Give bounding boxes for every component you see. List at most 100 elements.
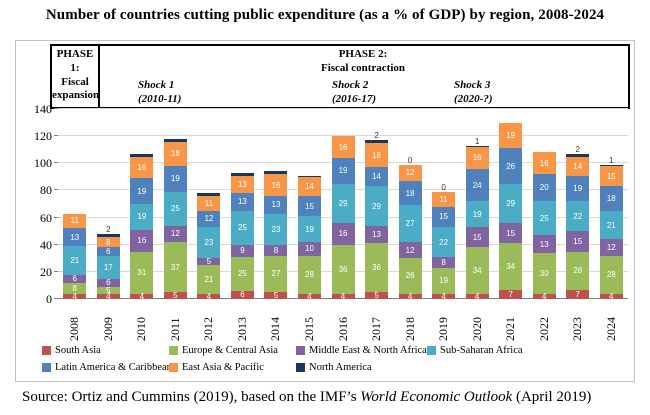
bar-2021: 7 34 15 29 26 19 — [499, 122, 523, 299]
y-axis-label: 100 — [34, 156, 52, 171]
y-axis-tick — [54, 216, 58, 218]
bar-segment: 6 — [96, 278, 120, 287]
bar-segment: 5 — [163, 291, 187, 300]
bar-segment: 19 — [163, 166, 187, 192]
bar-segment: 36 — [365, 243, 389, 293]
bar-segment — [230, 172, 254, 176]
y-axis-tick — [54, 162, 58, 164]
bar-segment: 13 — [264, 195, 288, 214]
bar-segment: 12 — [599, 239, 623, 256]
shock2-label: Shock 2 (2016-17) — [332, 79, 376, 106]
bar-segment — [566, 153, 590, 157]
bar-top-label: 2 — [575, 144, 580, 154]
bar-segment: 8 — [96, 236, 120, 248]
legend-label: South Asia — [55, 345, 101, 356]
bar-column-2015: 4 28 10 19 15 14 — [293, 109, 327, 301]
bar-column-2012: 4 21 5 23 12 11 — [192, 109, 226, 301]
bar-segment: 14 — [365, 167, 389, 187]
bar-top-label: 1 — [609, 155, 614, 165]
bar-segment: 29 — [365, 186, 389, 226]
phase1-box: PHASE 1: Fiscal expansion — [50, 44, 100, 109]
bar-segment — [599, 164, 623, 167]
bar-segment: 27 — [264, 255, 288, 293]
bar-segment: 18 — [398, 180, 422, 206]
bar-2018: 4 26 12 27 18 12 0 — [398, 156, 422, 301]
y-axis-tick — [54, 298, 58, 299]
bar-segment: 18 — [365, 142, 389, 168]
bar-segment: 25 — [230, 256, 254, 291]
bar-segment: 27 — [398, 205, 422, 243]
bar-2019: 4 19 8 22 15 11 0 — [432, 183, 456, 301]
bar-column-2020: 4 34 15 19 24 16 1 — [460, 109, 494, 301]
bar-segment: 8 — [264, 244, 288, 256]
bar-segment: 21 — [197, 265, 221, 294]
y-axis-label: 80 — [40, 183, 52, 198]
source-note: Source: Ortiz and Cummins (2019), based … — [22, 389, 592, 405]
bar-segment: 5 — [365, 291, 389, 300]
bar-segment: 8 — [63, 282, 87, 294]
bar-segment: 25 — [532, 201, 556, 236]
bar-segment: 16 — [130, 229, 154, 252]
bars: 4 8 6 21 13 11 4 5 6 17 6 8 2 4 31 16 19 19 16 5 37 12 25 19 18 4… — [58, 109, 629, 301]
gridline-140 — [58, 108, 628, 109]
bar-segment: 9 — [230, 244, 254, 257]
x-axis-label-2012: 2012 — [201, 317, 216, 341]
bar-column-2016: 4 36 16 29 19 16 — [326, 109, 360, 301]
bar-2017: 5 36 13 29 14 18 2 — [365, 131, 389, 300]
x-axis-label-2020: 2020 — [469, 317, 484, 341]
bar-segment: 26 — [398, 258, 422, 294]
x-axis-label-2009: 2009 — [100, 317, 115, 341]
bar-segment — [264, 171, 288, 175]
legend-swatch — [42, 346, 51, 355]
shock1-label: Shock 1 (2010-11) — [138, 79, 182, 106]
bar-column-2024: 4 28 12 21 18 15 1 — [595, 109, 629, 301]
gridline-120 — [58, 135, 628, 137]
bar-2022: 4 30 13 25 20 16 — [532, 152, 556, 301]
bar-segment: 19 — [499, 122, 523, 149]
bar-segment: 18 — [599, 186, 623, 211]
x-axis-label-2014: 2014 — [268, 317, 283, 341]
bar-segment: 16 — [465, 147, 489, 169]
bar-segment: 19 — [297, 216, 321, 243]
legend-item-latin-america-caribbean: Latin America & Caribbean — [42, 362, 172, 373]
plot-area: 4 8 6 21 13 11 4 5 6 17 6 8 2 4 31 16 19 19 16 5 37 12 25 19 18 4… — [58, 108, 629, 301]
bar-segment: 19 — [432, 267, 456, 294]
bar-column-2022: 4 30 13 25 20 16 — [527, 109, 561, 301]
bar-segment: 4 — [599, 292, 623, 301]
legend-label: Middle East & North Africa — [309, 345, 427, 356]
bar-segment: 25 — [230, 210, 254, 245]
plot-row: 4 8 6 21 13 11 4 5 6 17 6 8 2 4 31 16 19 19 16 5 37 12 25 19 18 4… — [16, 103, 634, 305]
bar-segment: 30 — [532, 252, 556, 294]
bar-segment: 5 — [264, 291, 288, 300]
chart-title: Number of countries cutting public expen… — [45, 7, 605, 23]
bar-segment: 16 — [331, 136, 355, 158]
x-axis-label-2016: 2016 — [335, 317, 350, 341]
y-axis-label: 0 — [46, 292, 52, 306]
bar-segment: 24 — [465, 168, 489, 202]
bar-segment: 19 — [130, 204, 154, 230]
legend-swatch — [296, 346, 305, 355]
bar-segment: 28 — [566, 251, 590, 290]
bar-segment: 4 — [432, 292, 456, 301]
bar-segment: 15 — [432, 206, 456, 228]
bar-segment: 16 — [264, 174, 288, 196]
bar-2014: 5 27 8 23 13 16 — [264, 171, 288, 300]
bar-segment: 29 — [331, 183, 355, 224]
x-axis-label-2017: 2017 — [369, 317, 384, 341]
bar-segment: 34 — [465, 247, 489, 294]
bar-segment: 29 — [499, 183, 523, 224]
bar-segment: 13 — [532, 235, 556, 253]
bar-2008: 4 8 6 21 13 11 — [63, 213, 87, 301]
bar-2011: 5 37 12 25 19 18 — [163, 138, 187, 300]
bar-2023: 7 28 15 22 19 14 2 — [566, 145, 590, 299]
legend-label: East Asia & Pacific — [182, 362, 264, 373]
bar-2012: 4 21 5 23 12 11 — [197, 193, 221, 301]
bar-top-label: 1 — [474, 136, 480, 146]
x-axis-label-2018: 2018 — [402, 317, 417, 341]
bar-segment: 19 — [566, 175, 590, 202]
bar-segment: 13 — [230, 175, 254, 194]
bar-segment: 15 — [566, 231, 590, 252]
bar-column-2009: 4 5 6 17 6 8 2 — [92, 109, 126, 301]
bar-segment: 10 — [297, 242, 321, 256]
bar-column-2010: 4 31 16 19 19 16 — [125, 109, 159, 301]
